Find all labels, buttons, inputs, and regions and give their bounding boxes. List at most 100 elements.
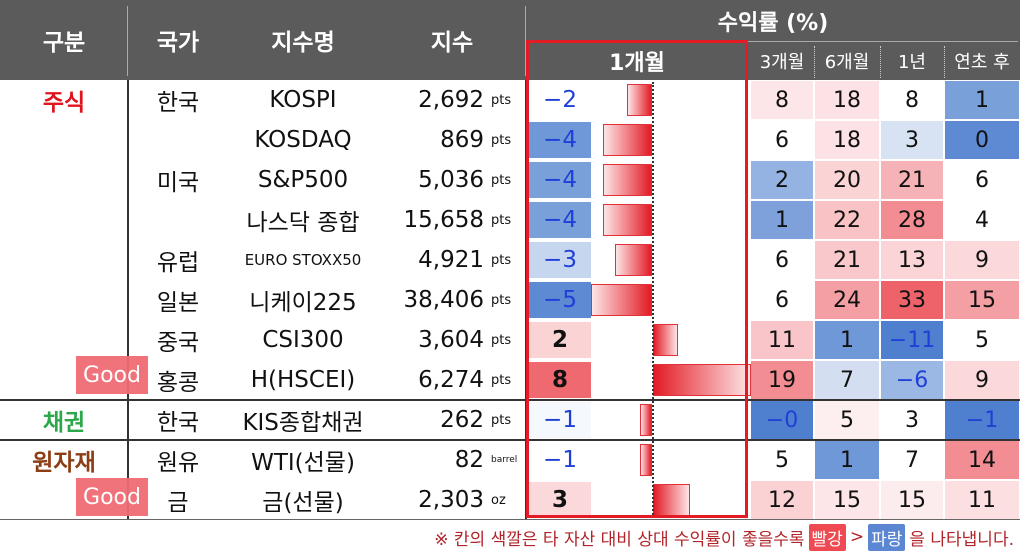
header-sep-4 <box>814 46 816 78</box>
bar-1m <box>615 244 652 276</box>
country: 미국 <box>156 170 200 196</box>
footnote-red-swatch: 빨강 <box>808 523 846 551</box>
good-badge-hongkong: Good <box>76 356 148 394</box>
category-bond: 채권 <box>42 410 86 436</box>
index-value: 869 <box>440 127 484 153</box>
return-ytd: 15 <box>945 281 1019 319</box>
return-r6m: 7 <box>815 361 879 399</box>
return-ytd: 9 <box>945 241 1019 279</box>
return-1m: −5 <box>529 282 591 318</box>
header-sep-2 <box>525 6 526 76</box>
header-returns-title: 수익률 (%) <box>717 11 829 36</box>
return-r3m: 5 <box>751 441 813 479</box>
return-r3m: 1 <box>751 201 813 239</box>
index-name: CSI300 <box>262 327 344 353</box>
bar-1m <box>639 444 652 476</box>
header-category: 구분 <box>42 30 86 56</box>
return-r6m: 18 <box>815 121 879 159</box>
return-r6m: 22 <box>815 201 879 239</box>
index-value: 6,274 <box>418 367 484 393</box>
unit: pts <box>491 332 512 348</box>
sep-bond-commodity <box>0 439 1020 441</box>
return-r1y: 28 <box>881 201 943 239</box>
header-bar <box>0 0 1020 80</box>
index-name: 나스닥 종합 <box>246 210 360 236</box>
header-sep-5 <box>880 46 882 78</box>
footnote-suffix: 을 나타냅니다. <box>909 529 1014 550</box>
return-r6m: 24 <box>815 281 879 319</box>
body-vline-1 <box>127 80 129 520</box>
bar-1m <box>627 84 652 116</box>
return-r6m: 5 <box>815 401 879 439</box>
return-r3m: 19 <box>751 361 813 399</box>
index-name: S&P500 <box>257 167 349 193</box>
bar-1m <box>653 364 752 396</box>
return-1m: −2 <box>529 82 591 118</box>
index-value: 2,303 <box>418 487 484 513</box>
unit: pts <box>491 292 512 308</box>
index-value: 3,604 <box>418 327 484 353</box>
country <box>128 200 228 240</box>
index-name: H(HSCEI) <box>250 367 356 393</box>
index-name: WTI(선물) <box>251 450 355 476</box>
return-r3m: 6 <box>751 121 813 159</box>
return-1m: 3 <box>529 482 591 518</box>
header-country: 국가 <box>156 30 200 56</box>
bar-1m <box>602 124 652 156</box>
sep-stock-bond <box>0 399 1020 401</box>
return-1m: −1 <box>529 402 591 438</box>
country: 홍콩 <box>156 370 200 396</box>
header-1m: 1개월 <box>609 51 665 76</box>
return-r3m: 12 <box>751 481 813 519</box>
country: 유럽 <box>156 250 200 276</box>
footnote-prefix: ※ 칸의 색깔은 타 자산 대비 상대 수익률이 좋을수록 <box>434 529 805 550</box>
return-r6m: 1 <box>815 441 879 479</box>
country: 중국 <box>156 330 200 356</box>
index-name: KOSDAQ <box>254 127 352 153</box>
return-r1y: 33 <box>881 281 943 319</box>
header-6m: 6개월 <box>824 52 870 73</box>
header-3m: 3개월 <box>759 52 805 73</box>
return-r1y: 3 <box>881 121 943 159</box>
return-r3m: −0 <box>751 401 813 439</box>
footnote-blue-swatch: 파랑 <box>868 523 906 551</box>
return-r6m: 20 <box>815 161 879 199</box>
return-r1y: 7 <box>881 441 943 479</box>
bar-1m <box>602 204 652 236</box>
table-bottom-line <box>0 519 1020 520</box>
header-sep-6 <box>944 46 946 78</box>
return-r1y: 3 <box>881 401 943 439</box>
return-r1y: 21 <box>881 161 943 199</box>
return-r6m: 18 <box>815 81 879 119</box>
index-name: 니케이225 <box>249 290 357 316</box>
country: 금 <box>167 490 189 516</box>
unit: pts <box>491 372 512 388</box>
unit: oz <box>491 492 506 508</box>
return-r3m: 6 <box>751 281 813 319</box>
return-r1y: −6 <box>881 361 943 399</box>
header-index-name: 지수명 <box>271 30 335 56</box>
header-index-value: 지수 <box>430 30 474 56</box>
return-r6m: 21 <box>815 241 879 279</box>
country: 일본 <box>156 290 200 316</box>
return-r1y: −11 <box>881 321 943 359</box>
header-sep-3 <box>530 41 1018 42</box>
return-r3m: 6 <box>751 241 813 279</box>
good-badge-gold: Good <box>76 478 148 516</box>
return-1m: −4 <box>529 162 591 198</box>
country: 한국 <box>156 90 200 116</box>
country: 원유 <box>156 450 200 476</box>
category-commodity: 원자재 <box>32 450 96 476</box>
index-value: 5,036 <box>418 167 484 193</box>
footnote: ※ 칸의 색깔은 타 자산 대비 상대 수익률이 좋을수록 빨강 > 파랑 을 … <box>340 522 1020 552</box>
return-r1y: 13 <box>881 241 943 279</box>
unit: pts <box>491 172 512 188</box>
return-r1y: 15 <box>881 481 943 519</box>
bar-1m <box>653 324 678 356</box>
index-name: EURO STOXX50 <box>244 251 362 269</box>
return-r6m: 15 <box>815 481 879 519</box>
return-r3m: 8 <box>751 81 813 119</box>
bar-1m <box>590 284 652 316</box>
category-stock: 주식 <box>42 90 86 116</box>
highlight-1m-column <box>526 40 748 518</box>
